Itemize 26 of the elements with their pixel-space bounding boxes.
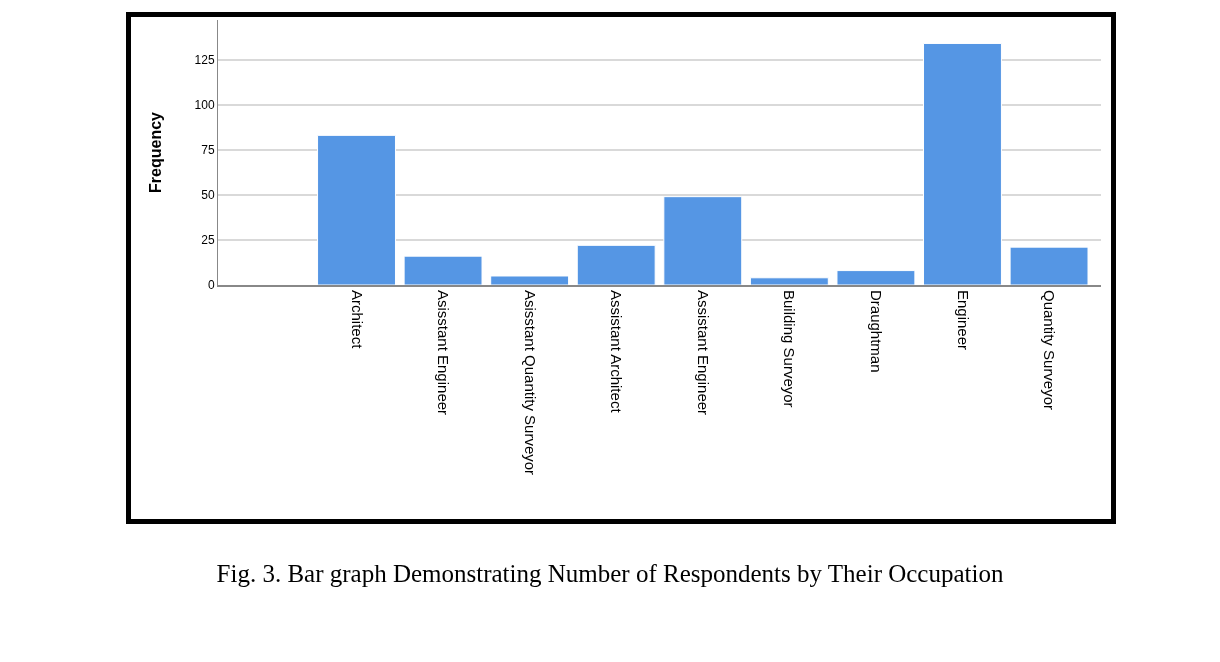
y-tick-label: 125	[194, 52, 215, 67]
bar	[923, 42, 1002, 285]
x-tick-label: Building Surveyor	[781, 290, 799, 408]
x-tick-label: Assistant Architect	[608, 290, 626, 414]
bar	[749, 277, 829, 285]
bar	[1009, 246, 1089, 285]
x-tick-label: Asisstant Quantity Surveyor	[521, 290, 539, 476]
bar	[663, 196, 743, 285]
bar	[490, 275, 570, 285]
x-tick-label: Draughtman	[868, 290, 886, 373]
x-tick-label: Assistant Engineer	[694, 290, 712, 416]
bar	[403, 255, 483, 285]
y-tick-label: 50	[201, 188, 215, 203]
bar	[836, 270, 916, 285]
x-tick-label: Quantity Surveyor	[1041, 290, 1059, 411]
bar	[576, 244, 656, 285]
y-tick-label: 75	[201, 143, 215, 157]
y-axis-title: Frequency	[147, 111, 165, 193]
y-tick-label: 0	[207, 278, 215, 293]
x-tick-label: Architect	[348, 290, 366, 350]
x-tick-label: Asisstant Engineer	[435, 290, 453, 416]
y-tick-label: 25	[201, 233, 215, 248]
y-tick-label: 100	[194, 97, 215, 112]
x-tick-label: Engineer	[954, 290, 972, 351]
caption: Fig. 3. Bar graph Demonstrating Number of Respondents by Their Occupation	[215, 560, 1005, 588]
bar	[317, 134, 396, 285]
